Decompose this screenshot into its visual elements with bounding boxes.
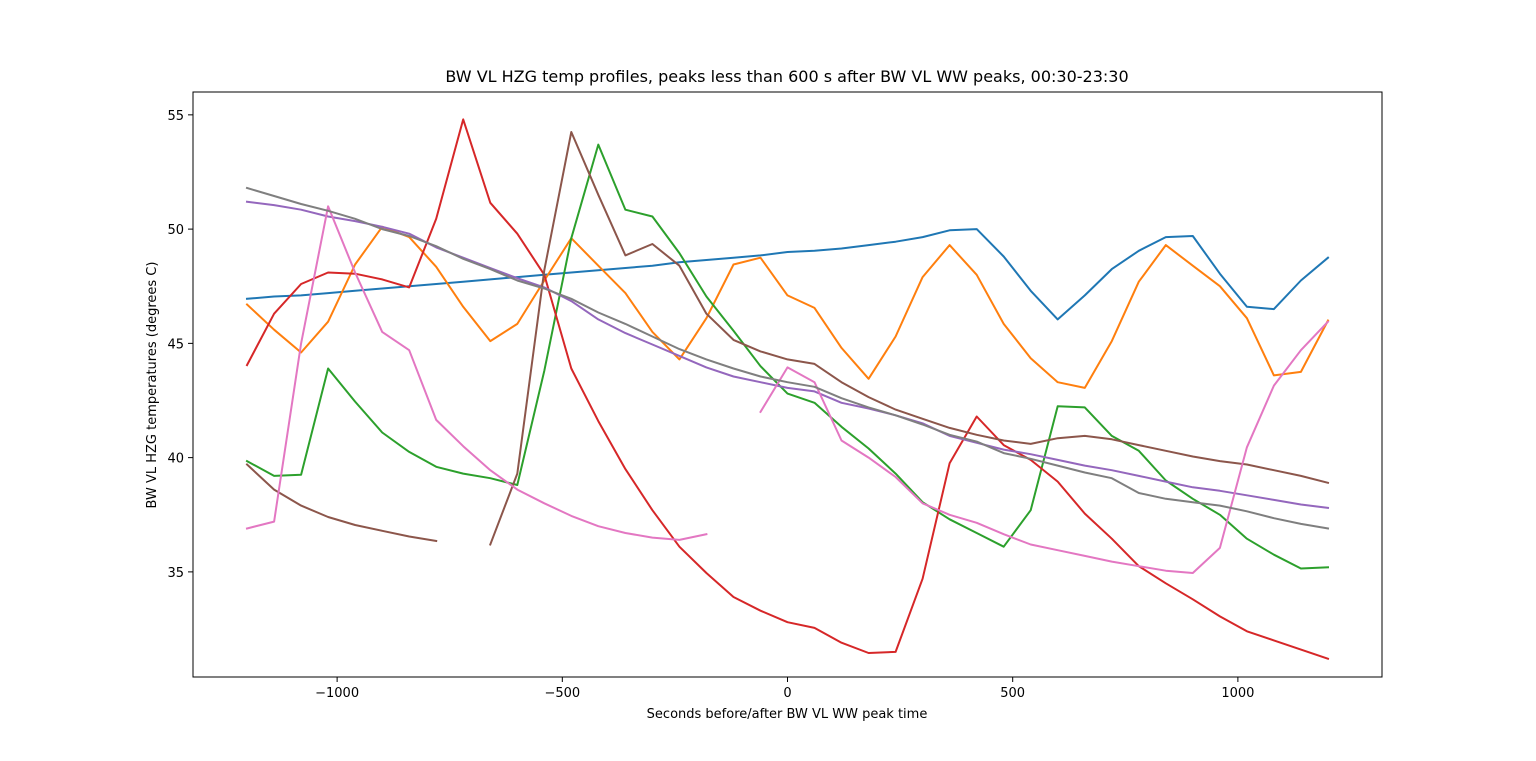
series-1-line-1 xyxy=(245,228,1330,321)
series-2-line-1 xyxy=(245,225,1330,389)
series-8-line-1 xyxy=(245,186,1330,530)
chart-title: BW VL HZG temp profiles, peaks less than… xyxy=(445,67,1128,86)
y-tick-label: 55 xyxy=(167,109,184,124)
x-tick-label: 500 xyxy=(1000,686,1025,701)
series-7-line-2 xyxy=(759,320,1330,574)
x-tick-label: 0 xyxy=(783,686,791,701)
y-tick-label: 35 xyxy=(167,566,184,581)
series-layer xyxy=(245,118,1330,660)
y-axis: 35 40 45 50 55 xyxy=(167,109,193,581)
y-tick-label: 50 xyxy=(167,223,184,238)
x-axis-label: Seconds before/after BW VL WW peak time xyxy=(647,707,928,722)
x-tick-label: 1000 xyxy=(1221,686,1254,701)
y-tick-label: 40 xyxy=(167,452,184,467)
series-7-line-1 xyxy=(245,205,708,541)
y-tick-label: 45 xyxy=(167,337,184,352)
series-3-line-1 xyxy=(245,143,1330,570)
y-axis-label: BW VL HZG temperatures (degrees C) xyxy=(145,262,160,509)
series-4-line-1 xyxy=(245,118,1330,660)
series-6-line-2 xyxy=(489,131,1330,546)
x-tick-label: −500 xyxy=(544,686,580,701)
x-tick-label: −1000 xyxy=(315,686,359,701)
x-axis: −1000 −500 0 500 1000 xyxy=(315,677,1254,701)
